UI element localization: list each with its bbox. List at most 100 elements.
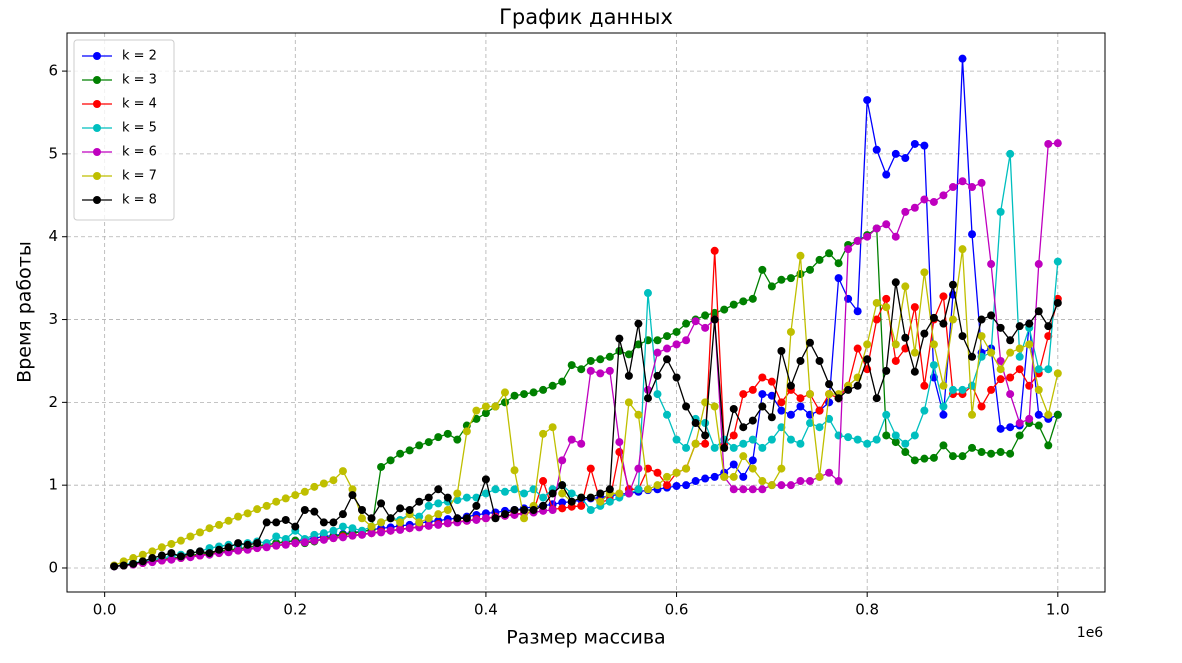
data-point: [805, 265, 814, 274]
data-point: [653, 481, 662, 490]
data-point: [872, 435, 881, 444]
legend-label: k = 8: [122, 193, 157, 208]
data-point: [462, 493, 471, 502]
data-point: [319, 518, 328, 527]
data-point: [634, 485, 643, 494]
data-point: [882, 220, 891, 229]
x-offset-label: 1e6: [1077, 625, 1104, 641]
legend-marker: [93, 196, 101, 204]
data-point: [663, 355, 672, 364]
data-point: [310, 536, 319, 545]
data-point: [443, 506, 452, 515]
data-point: [1034, 410, 1043, 419]
data-point: [777, 347, 786, 356]
data-point: [605, 352, 614, 361]
data-point: [739, 423, 748, 432]
data-point: [758, 485, 767, 494]
data-point: [968, 443, 977, 452]
data-point: [481, 409, 490, 418]
data-point: [329, 534, 338, 543]
data-point: [987, 449, 996, 458]
data-point: [958, 332, 967, 341]
data-point: [825, 249, 834, 258]
data-point: [329, 526, 338, 535]
data-point: [987, 311, 996, 320]
data-point: [920, 195, 929, 204]
data-point: [701, 419, 710, 428]
data-point: [424, 438, 433, 447]
data-point: [548, 506, 557, 515]
data-point: [577, 493, 586, 502]
data-point: [901, 439, 910, 448]
data-point: [176, 536, 185, 545]
data-point: [205, 549, 214, 558]
data-point: [920, 329, 929, 338]
data-point: [558, 489, 567, 498]
data-point: [977, 402, 986, 411]
data-point: [186, 549, 195, 558]
series-line: [114, 282, 1059, 567]
series-line: [114, 227, 1059, 567]
data-point: [777, 275, 786, 284]
data-point: [987, 385, 996, 394]
data-point: [834, 394, 843, 403]
data-point: [929, 361, 938, 370]
data-point: [567, 497, 576, 506]
data-point: [786, 274, 795, 283]
grid: [67, 33, 1105, 592]
data-point: [453, 514, 462, 523]
data-point: [377, 528, 386, 537]
data-point: [272, 532, 281, 541]
data-point: [758, 265, 767, 274]
data-point: [891, 438, 900, 447]
data-point: [929, 197, 938, 206]
data-point: [443, 493, 452, 502]
data-point: [729, 404, 738, 413]
data-point: [558, 456, 567, 465]
data-point: [1034, 307, 1043, 316]
data-point: [996, 323, 1005, 332]
data-point: [510, 466, 519, 475]
data-point: [1053, 139, 1062, 148]
data-point: [529, 388, 538, 397]
data-point: [672, 468, 681, 477]
data-point: [338, 522, 347, 531]
data-point: [882, 170, 891, 179]
data-point: [825, 380, 834, 389]
data-point: [682, 319, 691, 328]
data-point: [815, 356, 824, 365]
data-point: [300, 538, 309, 547]
data-point: [710, 308, 719, 317]
data-point: [462, 514, 471, 523]
data-point: [1006, 149, 1015, 158]
data-point: [996, 356, 1005, 365]
data-point: [729, 300, 738, 309]
data-point: [767, 481, 776, 490]
data-point: [1053, 298, 1062, 307]
data-point: [653, 390, 662, 399]
data-point: [624, 350, 633, 359]
data-point: [910, 431, 919, 440]
data-point: [891, 431, 900, 440]
data-point: [948, 452, 957, 461]
data-point: [138, 550, 147, 559]
data-point: [586, 464, 595, 473]
data-point: [234, 539, 243, 548]
data-point: [643, 485, 652, 494]
data-point: [996, 207, 1005, 216]
data-point: [472, 515, 481, 524]
data-point: [472, 406, 481, 415]
data-point: [262, 501, 271, 510]
data-point: [119, 561, 128, 570]
data-point: [672, 435, 681, 444]
data-point: [682, 336, 691, 345]
data-point: [329, 476, 338, 485]
data-point: [958, 54, 967, 63]
legend-label: k = 4: [122, 97, 157, 112]
data-point: [520, 489, 529, 498]
data-point: [920, 454, 929, 463]
data-point: [958, 452, 967, 461]
axes-frame: [66, 32, 1106, 593]
data-point: [891, 356, 900, 365]
data-point: [815, 255, 824, 264]
